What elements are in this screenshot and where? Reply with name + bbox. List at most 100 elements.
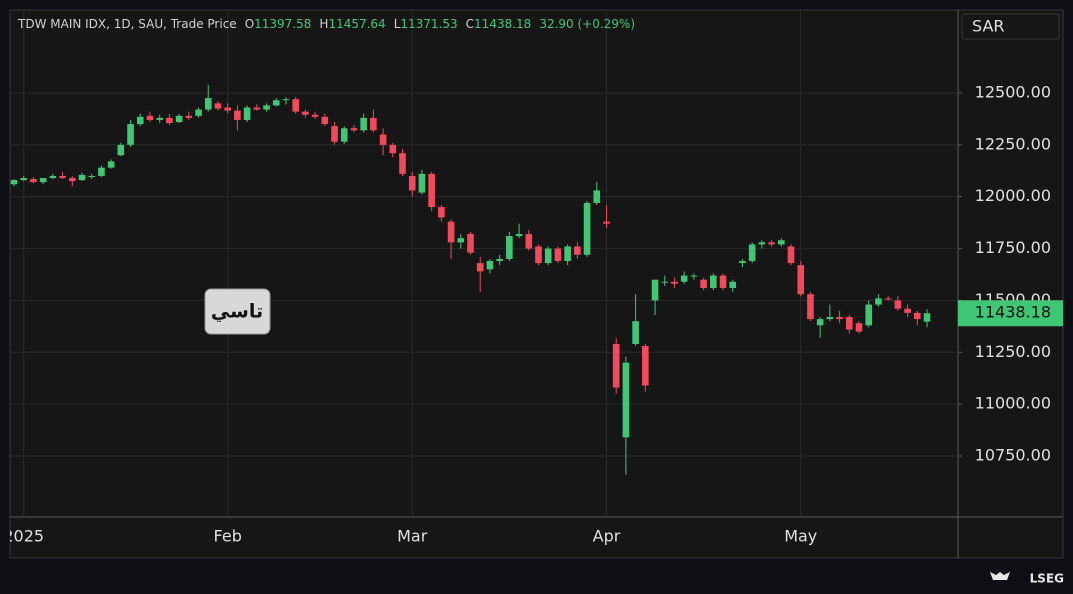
candle-body bbox=[185, 115, 193, 118]
currency-box[interactable] bbox=[961, 13, 1060, 40]
x-tick-group: May bbox=[784, 527, 817, 546]
candle-body bbox=[408, 175, 416, 191]
candle-body bbox=[544, 248, 552, 264]
legend-key: L bbox=[394, 17, 401, 31]
candle-body bbox=[855, 323, 863, 332]
candle-body bbox=[797, 265, 805, 295]
candle-body bbox=[583, 202, 591, 255]
candle-body bbox=[379, 134, 387, 145]
candle-body bbox=[302, 111, 309, 115]
annotation-box bbox=[204, 288, 271, 335]
candle-body bbox=[535, 246, 542, 264]
candle-body bbox=[175, 115, 183, 123]
candles bbox=[10, 84, 931, 475]
candle-body bbox=[49, 175, 57, 179]
candle-body bbox=[117, 144, 125, 156]
candle-body bbox=[710, 275, 717, 288]
candle-body bbox=[457, 238, 465, 243]
candle-body bbox=[136, 116, 144, 125]
y-tick-label: 11250.00 bbox=[975, 342, 1051, 361]
x-tick-label: Mar bbox=[397, 527, 428, 546]
candle-body bbox=[729, 281, 737, 288]
candle-body bbox=[894, 300, 902, 309]
y-tick-label: 10750.00 bbox=[975, 446, 1051, 465]
x-tick-group: Mar bbox=[397, 527, 428, 546]
candle-body bbox=[30, 179, 37, 183]
candle-body bbox=[234, 110, 241, 120]
candle-body bbox=[243, 107, 251, 120]
candle-body bbox=[350, 128, 358, 131]
candle-body bbox=[59, 175, 66, 179]
candle-body bbox=[68, 178, 76, 182]
last-price-label: 11438.18 bbox=[975, 303, 1051, 322]
candle-body bbox=[632, 321, 639, 344]
candle-body bbox=[78, 174, 86, 181]
candle-body bbox=[574, 246, 581, 255]
x-tick-label: May bbox=[784, 527, 817, 546]
candle-body bbox=[622, 362, 630, 438]
candle-body bbox=[399, 153, 406, 174]
candle-body bbox=[496, 258, 503, 262]
candle-body bbox=[661, 281, 669, 283]
x-tick-group: 2025 bbox=[3, 527, 44, 546]
x-tick-group: Apr bbox=[593, 527, 621, 546]
y-tick-label: 12250.00 bbox=[975, 134, 1051, 153]
candle-body bbox=[476, 263, 484, 272]
candle-body bbox=[690, 275, 698, 277]
candle-body bbox=[758, 242, 766, 245]
candle-body bbox=[748, 244, 756, 262]
candle-body bbox=[525, 234, 533, 249]
symbol: TDW MAIN IDX, 1D, SAU, Trade Price bbox=[17, 17, 237, 31]
candle-body bbox=[836, 317, 843, 320]
candle-body bbox=[913, 312, 921, 320]
candle-body bbox=[282, 99, 290, 101]
candle-body bbox=[671, 281, 678, 284]
candle-body bbox=[884, 298, 892, 300]
brand: LSEG bbox=[1030, 572, 1064, 586]
candle-body bbox=[875, 298, 882, 305]
candle-body bbox=[816, 319, 824, 326]
legend-value: 11457.64 bbox=[328, 17, 385, 31]
candle-body bbox=[904, 308, 911, 313]
y-tick-label: 11000.00 bbox=[975, 394, 1051, 413]
candle-body bbox=[39, 178, 47, 183]
candle-body bbox=[700, 279, 707, 288]
candle-body bbox=[331, 126, 338, 142]
x-tick-label: 2025 bbox=[3, 527, 44, 546]
x-tick-label: Feb bbox=[214, 527, 242, 546]
candle-body bbox=[253, 107, 261, 110]
candle-body bbox=[807, 294, 814, 320]
candle-body bbox=[156, 117, 163, 120]
candle-body bbox=[272, 100, 280, 106]
candle-body bbox=[88, 175, 96, 177]
candle-body bbox=[311, 114, 319, 117]
y-tick-label: 11750.00 bbox=[975, 238, 1051, 257]
candle-body bbox=[826, 317, 834, 320]
candle-body bbox=[603, 221, 610, 224]
brand-logo bbox=[990, 572, 1010, 580]
candle-body bbox=[146, 115, 154, 120]
candle-body bbox=[263, 105, 270, 110]
y-tick-label: 12500.00 bbox=[975, 82, 1051, 101]
header: TDW MAIN IDX, 1D, SAU, Trade Price O11397… bbox=[17, 17, 635, 31]
legend-value: 11438.18 bbox=[474, 17, 531, 31]
candle-body bbox=[486, 261, 494, 270]
candle-body bbox=[204, 98, 212, 110]
chart-frame bbox=[9, 9, 1064, 559]
candle-body bbox=[787, 246, 795, 264]
candle-body bbox=[719, 275, 727, 288]
candle-body bbox=[768, 242, 775, 245]
candle-body bbox=[467, 234, 474, 253]
candle-body bbox=[447, 221, 455, 243]
legend-value: 11397.58 bbox=[254, 17, 311, 31]
legend-key: H bbox=[319, 17, 328, 31]
candle-body bbox=[865, 304, 873, 326]
candle-body bbox=[166, 117, 173, 124]
candle-body bbox=[418, 173, 426, 193]
x-tick-group: Feb bbox=[214, 527, 242, 546]
x-tick-label: Apr bbox=[593, 527, 621, 546]
legend-value: 11371.53 bbox=[400, 17, 457, 31]
candle-body bbox=[428, 173, 435, 208]
